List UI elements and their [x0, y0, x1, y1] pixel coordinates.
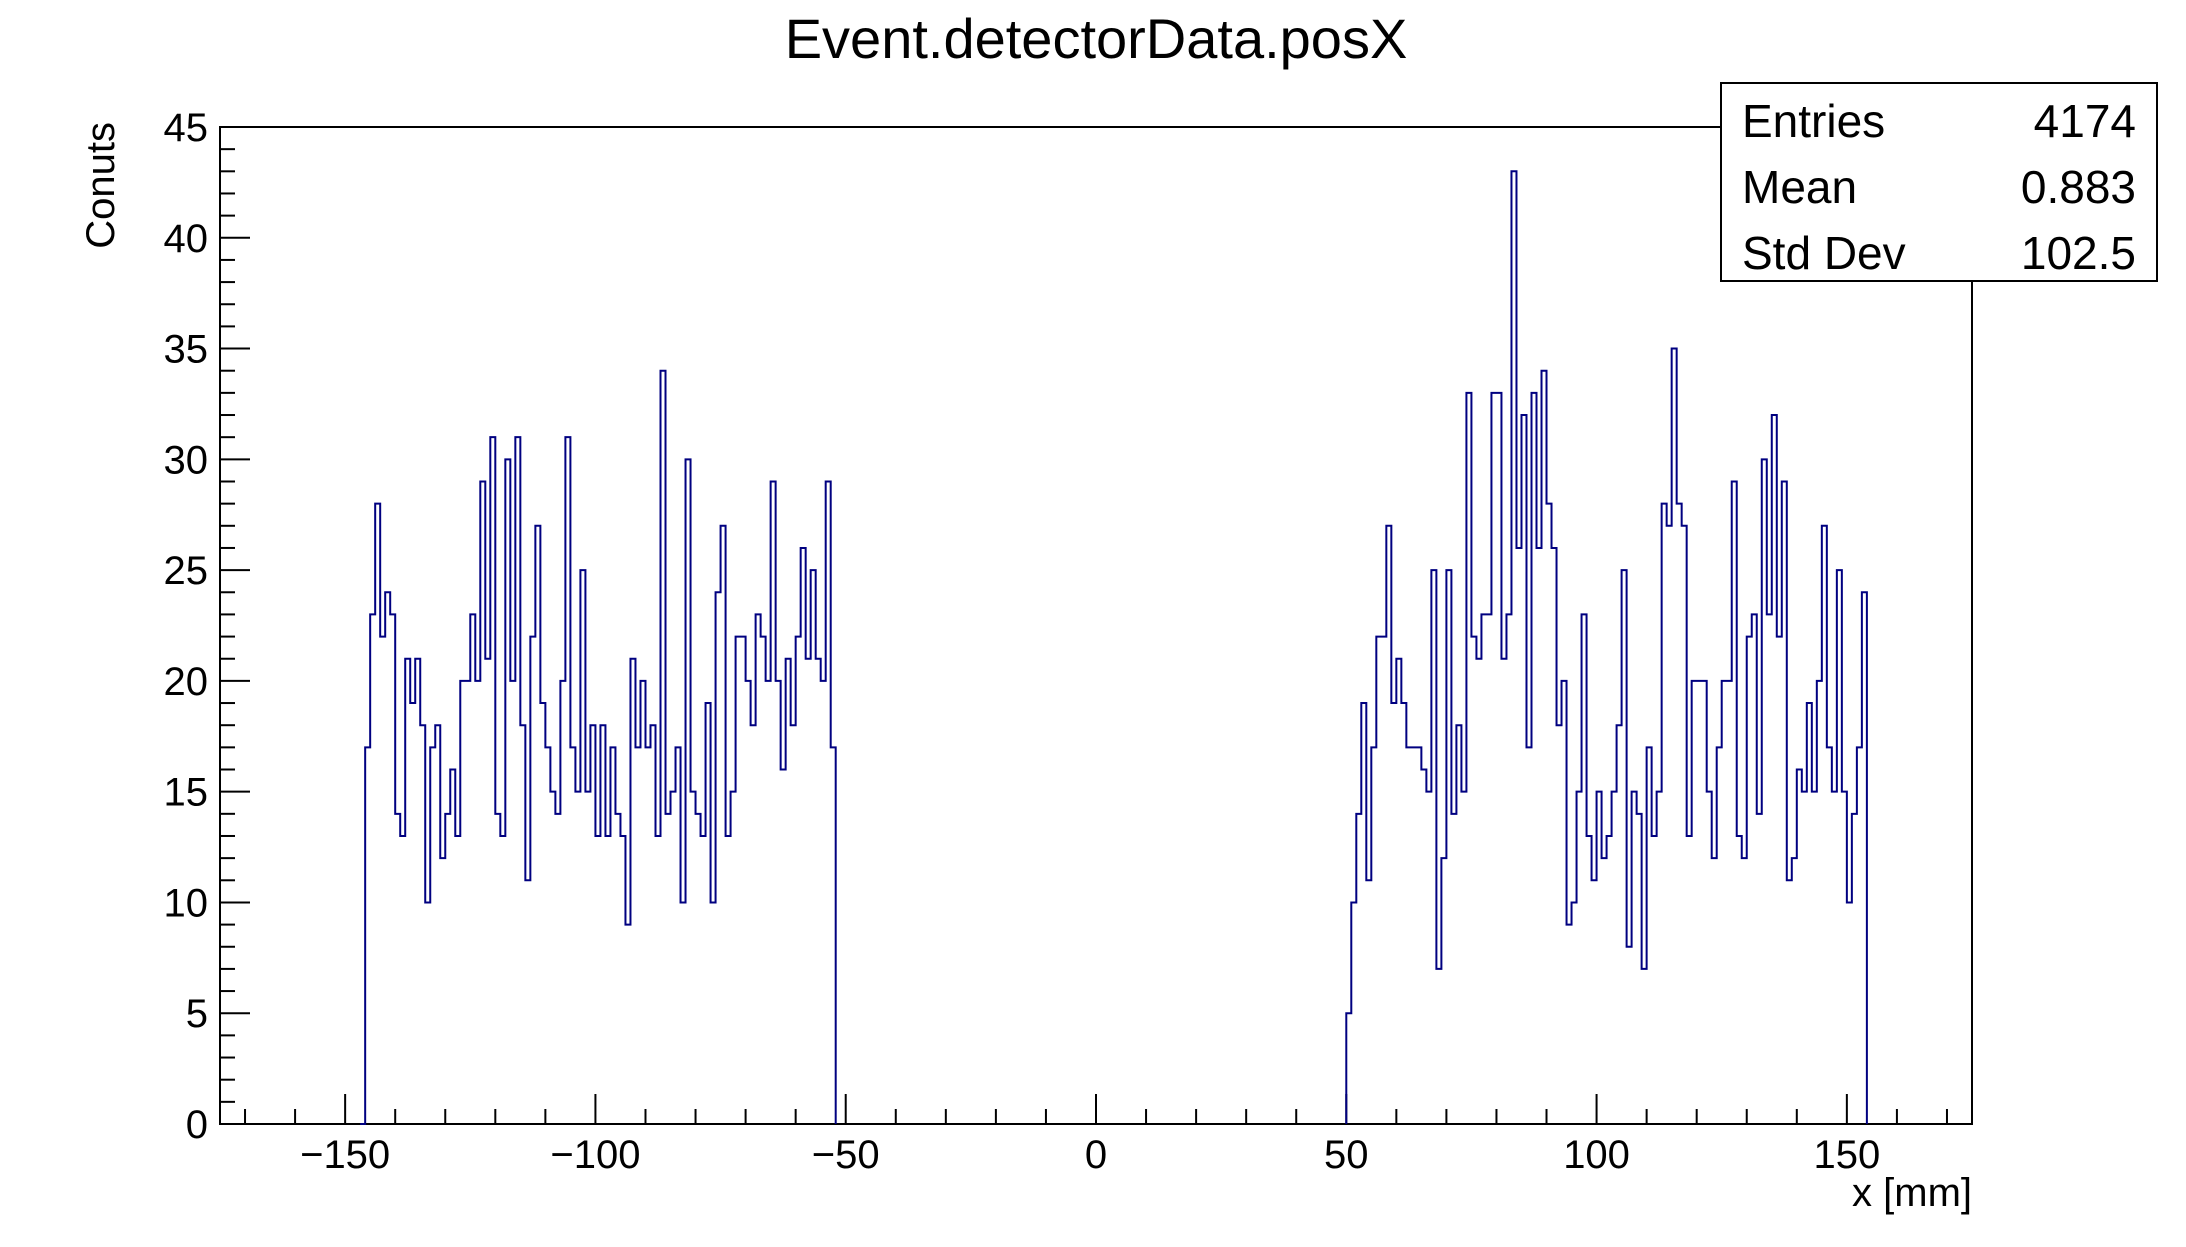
chart-title: Event.detectorData.posX [785, 7, 1408, 70]
x-tick-label: 150 [1813, 1133, 1880, 1177]
x-axis-label: x [mm] [1852, 1171, 1972, 1215]
x-tick-label: 50 [1324, 1133, 1369, 1177]
y-axis-label: Conuts [79, 122, 123, 249]
stats-value: 4174 [2033, 95, 2136, 147]
y-tick-label: 35 [164, 328, 209, 372]
axis-tick-labels: −150 −100 −50 0 50 100 150 0 5 10 15 20 25 30 35 40 45 [164, 106, 1881, 1177]
y-tick-label: 5 [186, 992, 208, 1036]
y-tick-label: 25 [164, 549, 209, 593]
y-tick-label: 0 [186, 1103, 208, 1147]
stats-row-entries: Entries 4174 [1722, 88, 2156, 154]
stats-label: Std Dev [1742, 227, 1906, 279]
y-tick-label: 15 [164, 771, 209, 815]
y-tick-label: 45 [164, 106, 209, 150]
stats-box: Entries 4174 Mean 0.883 Std Dev 102.5 [1720, 82, 2158, 282]
x-tick-label: 0 [1085, 1133, 1107, 1177]
y-tick-label: 10 [164, 881, 209, 925]
stats-row-std-dev: Std Dev 102.5 [1722, 220, 2156, 286]
histogram-series-line [360, 170, 1868, 1125]
stats-value: 0.883 [2020, 161, 2136, 213]
axis-ticks [220, 126, 1948, 1125]
x-tick-label: −150 [300, 1133, 390, 1177]
x-tick-label: −50 [812, 1133, 880, 1177]
x-tick-label: 100 [1563, 1133, 1630, 1177]
plot-frame [219, 126, 1973, 1125]
stats-label: Mean [1742, 161, 1858, 213]
stats-row-mean: Mean 0.883 [1722, 154, 2156, 220]
x-tick-label: −100 [550, 1133, 640, 1177]
stats-value: 102.5 [2020, 227, 2136, 279]
y-tick-label: 40 [164, 217, 209, 261]
y-tick-label: 30 [164, 438, 209, 482]
y-tick-label: 20 [164, 660, 209, 704]
stats-label: Entries [1742, 95, 1886, 147]
